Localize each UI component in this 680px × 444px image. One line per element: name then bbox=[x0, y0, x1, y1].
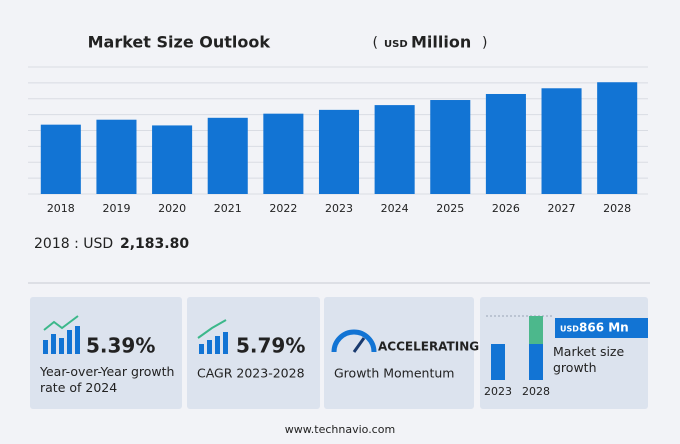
bar bbox=[541, 88, 582, 194]
card-caption: Market size growth bbox=[553, 344, 625, 375]
unit-name: Million bbox=[411, 33, 471, 52]
card-value: 5.39% bbox=[86, 334, 155, 358]
value-badge bbox=[555, 318, 648, 338]
card-value: 5.79% bbox=[236, 334, 305, 358]
bar bbox=[40, 124, 81, 194]
footer: www.technavio.com bbox=[285, 423, 395, 436]
unit-close: ) bbox=[482, 35, 487, 51]
highlight-value: 2,183.80 bbox=[120, 236, 189, 252]
x-tick-label: 2024 bbox=[381, 202, 409, 215]
card-caption: Growth Momentum bbox=[334, 366, 454, 381]
x-tick-label: 2026 bbox=[492, 202, 520, 215]
bar bbox=[96, 119, 137, 194]
x-tick-label: 2023 bbox=[325, 202, 353, 215]
x-tick-label: 2028 bbox=[603, 202, 631, 215]
bar bbox=[597, 82, 638, 194]
unit-currency: USD bbox=[384, 39, 408, 50]
card-currency: USD bbox=[560, 325, 579, 334]
bar bbox=[430, 100, 471, 194]
x-tick-label: 2027 bbox=[548, 202, 576, 215]
card bbox=[30, 297, 182, 409]
gauge-icon bbox=[331, 329, 377, 353]
card-caption: Year-over-Year growth rate of 2024 bbox=[40, 364, 175, 395]
growth-icon bbox=[43, 315, 80, 354]
mini-year: 2028 bbox=[522, 385, 550, 398]
card bbox=[324, 297, 474, 409]
x-tick-label: 2025 bbox=[436, 202, 464, 215]
card-value: 866 Mn bbox=[579, 321, 629, 335]
x-tick-label: 2020 bbox=[158, 202, 186, 215]
x-tick-label: 2021 bbox=[214, 202, 242, 215]
bar bbox=[152, 125, 193, 194]
mini-year: 2023 bbox=[484, 385, 512, 398]
bar bbox=[485, 93, 526, 194]
bar bbox=[263, 113, 304, 194]
bar bbox=[207, 117, 248, 194]
card-caption-box: Market size growth bbox=[553, 344, 625, 375]
x-tick-label: 2022 bbox=[269, 202, 297, 215]
highlight-label: 2018 : USD bbox=[34, 236, 113, 252]
cagr-icon bbox=[197, 319, 228, 354]
x-tick-label: 2019 bbox=[102, 202, 130, 215]
bar bbox=[374, 105, 415, 194]
card-caption-box: Year-over-Year growth rate of 2024 bbox=[40, 364, 175, 395]
x-tick-label: 2018 bbox=[47, 202, 75, 215]
card-value: ACCELERATING bbox=[378, 340, 479, 354]
bar bbox=[318, 109, 360, 194]
card-caption: CAGR 2023-2028 bbox=[197, 366, 305, 381]
card bbox=[187, 297, 320, 409]
chart-title: Market Size Outlook bbox=[88, 33, 271, 52]
mini-chart bbox=[486, 315, 552, 380]
unit-open: ( bbox=[373, 35, 378, 51]
